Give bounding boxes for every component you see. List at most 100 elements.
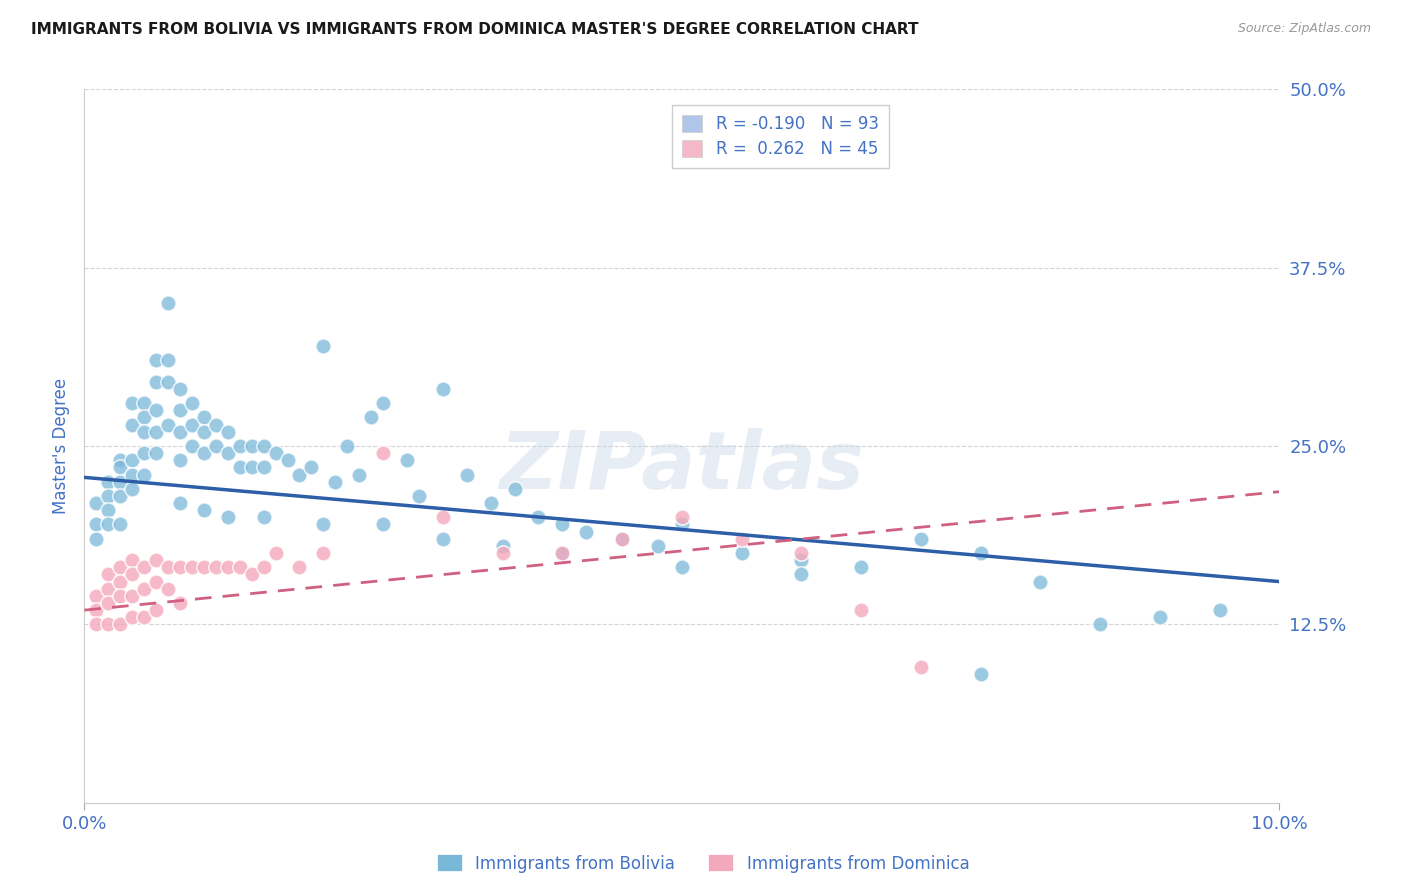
Point [240, 567, 263, 582]
Point [86, 496, 108, 510]
Point [86, 517, 108, 532]
Point [169, 496, 191, 510]
Point [132, 396, 156, 410]
Point [97, 475, 120, 489]
Point [217, 446, 239, 460]
Point [169, 403, 191, 417]
Point [671, 510, 693, 524]
Point [336, 439, 359, 453]
Point [132, 446, 156, 460]
Point [217, 425, 239, 439]
Point [181, 439, 204, 453]
Point [551, 517, 574, 532]
Point [910, 660, 932, 674]
Point [110, 460, 132, 475]
Point [132, 582, 156, 596]
Point [121, 567, 143, 582]
Point [240, 439, 263, 453]
Point [132, 560, 156, 574]
Point [193, 503, 215, 517]
Point [264, 446, 287, 460]
Point [181, 396, 204, 410]
Point [432, 510, 454, 524]
Point [671, 560, 693, 574]
Point [145, 375, 167, 389]
Point [253, 439, 276, 453]
Point [110, 453, 132, 467]
Point [479, 496, 502, 510]
Point [240, 460, 263, 475]
Point [312, 546, 335, 560]
Point [145, 446, 167, 460]
Point [527, 510, 550, 524]
Point [132, 425, 156, 439]
Point [157, 296, 180, 310]
Point [1029, 574, 1052, 589]
Point [492, 539, 515, 553]
Point [97, 617, 120, 632]
Point [205, 560, 228, 574]
Point [145, 425, 167, 439]
Point [145, 603, 167, 617]
Text: IMMIGRANTS FROM BOLIVIA VS IMMIGRANTS FROM DOMINICA MASTER'S DEGREE CORRELATION : IMMIGRANTS FROM BOLIVIA VS IMMIGRANTS FR… [31, 22, 918, 37]
Point [97, 489, 120, 503]
Point [132, 410, 156, 425]
Point [612, 532, 634, 546]
Point [145, 553, 167, 567]
Point [145, 353, 167, 368]
Point [1209, 603, 1232, 617]
Point [671, 517, 693, 532]
Point [575, 524, 598, 539]
Point [253, 510, 276, 524]
Point [145, 574, 167, 589]
Point [790, 553, 813, 567]
Point [731, 546, 754, 560]
Text: ZIPatlas: ZIPatlas [499, 428, 865, 507]
Point [253, 460, 276, 475]
Point [456, 467, 478, 482]
Point [217, 560, 239, 574]
Point [169, 425, 191, 439]
Point [790, 567, 813, 582]
Point [97, 517, 120, 532]
Point [851, 560, 873, 574]
Point [193, 560, 215, 574]
Point [360, 410, 382, 425]
Point [110, 517, 132, 532]
Point [110, 560, 132, 574]
Point [288, 560, 311, 574]
Point [157, 560, 180, 574]
Point [121, 589, 143, 603]
Point [647, 539, 669, 553]
Point [1090, 617, 1112, 632]
Point [970, 546, 993, 560]
Point [157, 375, 180, 389]
Point [132, 610, 156, 624]
Point [121, 396, 143, 410]
Point [432, 382, 454, 396]
Point [157, 417, 180, 432]
Point [97, 582, 120, 596]
Point [110, 574, 132, 589]
Point [121, 453, 143, 467]
Point [325, 475, 347, 489]
Point [110, 489, 132, 503]
Point [97, 503, 120, 517]
Point [205, 439, 228, 453]
Point [169, 560, 191, 574]
Point [193, 410, 215, 425]
Point [492, 546, 515, 560]
Point [169, 453, 191, 467]
Point [373, 517, 395, 532]
Point [193, 446, 215, 460]
Point [551, 546, 574, 560]
Point [181, 560, 204, 574]
Point [132, 467, 156, 482]
Point [396, 453, 419, 467]
Point [349, 467, 371, 482]
Point [264, 546, 287, 560]
Legend: Immigrants from Bolivia, Immigrants from Dominica: Immigrants from Bolivia, Immigrants from… [430, 847, 976, 880]
Point [217, 510, 239, 524]
Point [86, 532, 108, 546]
Point [790, 546, 813, 560]
